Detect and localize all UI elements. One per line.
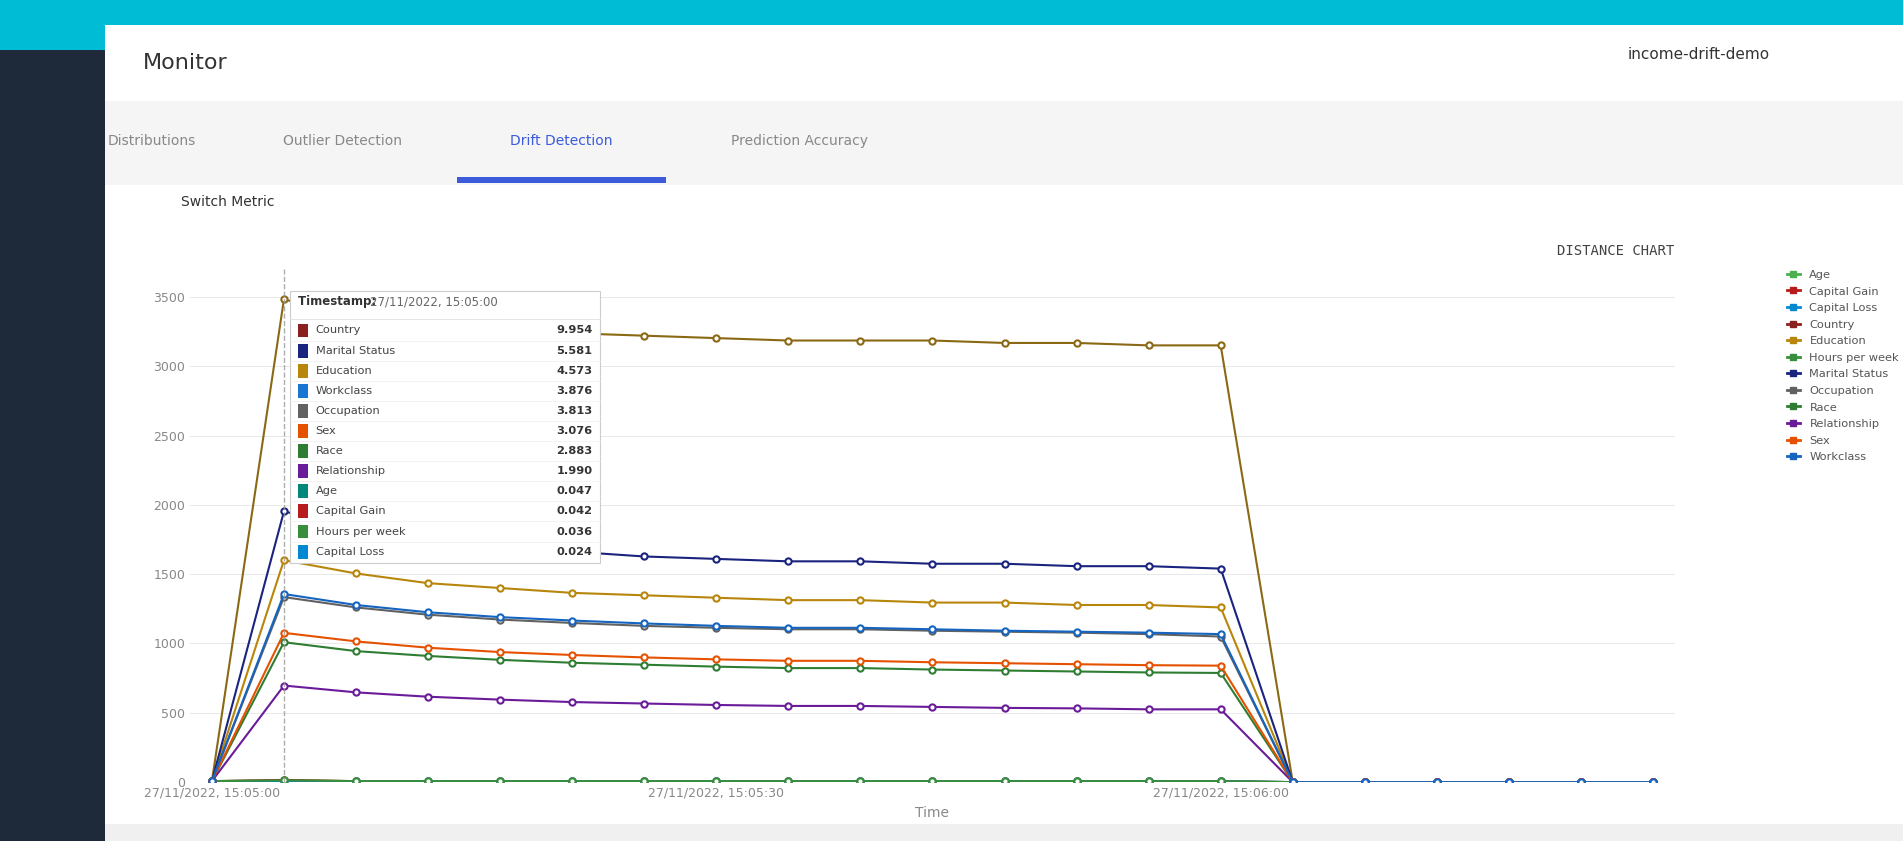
Text: Prediction Accuracy: Prediction Accuracy	[731, 135, 868, 148]
Text: 0.042: 0.042	[556, 506, 592, 516]
Text: 0.036: 0.036	[556, 526, 592, 537]
Text: Capital Loss: Capital Loss	[316, 547, 384, 557]
Text: Distributions: Distributions	[108, 135, 196, 148]
Text: DISTANCE CHART: DISTANCE CHART	[1557, 244, 1675, 258]
Text: 0.024: 0.024	[556, 547, 592, 557]
X-axis label: Time: Time	[915, 806, 950, 819]
Text: 2.883: 2.883	[556, 446, 592, 456]
Text: 3.876: 3.876	[556, 386, 592, 396]
Text: 3.076: 3.076	[556, 426, 592, 436]
Bar	[299, 424, 308, 438]
Text: 0.047: 0.047	[556, 486, 592, 496]
Text: 3.813: 3.813	[556, 406, 592, 416]
Text: Education: Education	[316, 366, 373, 376]
Text: Relationship: Relationship	[316, 466, 386, 476]
Bar	[299, 444, 308, 458]
Text: Country: Country	[316, 325, 362, 336]
Text: income-drift-demo: income-drift-demo	[1627, 47, 1770, 62]
Text: 4.573: 4.573	[556, 366, 592, 376]
Text: Age: Age	[316, 486, 337, 496]
Text: Monitor: Monitor	[143, 53, 228, 73]
Legend: Age, Capital Gain, Capital Loss, Country, Education, Hours per week, Marital Sta: Age, Capital Gain, Capital Loss, Country…	[1787, 270, 1899, 463]
Text: 5.581: 5.581	[556, 346, 592, 356]
Bar	[299, 383, 308, 398]
Text: Marital Status: Marital Status	[316, 346, 396, 356]
Bar	[299, 505, 308, 518]
Text: Occupation: Occupation	[316, 406, 381, 416]
Text: Sex: Sex	[316, 426, 337, 436]
Text: Hours per week: Hours per week	[316, 526, 405, 537]
Text: Race: Race	[316, 446, 343, 456]
Bar	[299, 404, 308, 418]
Text: Timestamp:: Timestamp:	[299, 295, 381, 309]
Text: Switch Metric: Switch Metric	[181, 195, 274, 209]
Bar	[299, 545, 308, 558]
Text: Capital Gain: Capital Gain	[316, 506, 384, 516]
Text: 1.990: 1.990	[556, 466, 592, 476]
Bar	[299, 484, 308, 498]
Text: Outlier Detection: Outlier Detection	[284, 135, 402, 148]
Text: Workclass: Workclass	[316, 386, 373, 396]
Text: Drift Detection: Drift Detection	[510, 135, 613, 148]
Bar	[299, 525, 308, 538]
Text: 9.954: 9.954	[556, 325, 592, 336]
Bar	[299, 364, 308, 378]
FancyBboxPatch shape	[289, 291, 599, 563]
Bar	[299, 464, 308, 479]
Bar	[299, 344, 308, 357]
Text: 27/11/2022, 15:05:00: 27/11/2022, 15:05:00	[371, 295, 499, 309]
Bar	[299, 324, 308, 337]
